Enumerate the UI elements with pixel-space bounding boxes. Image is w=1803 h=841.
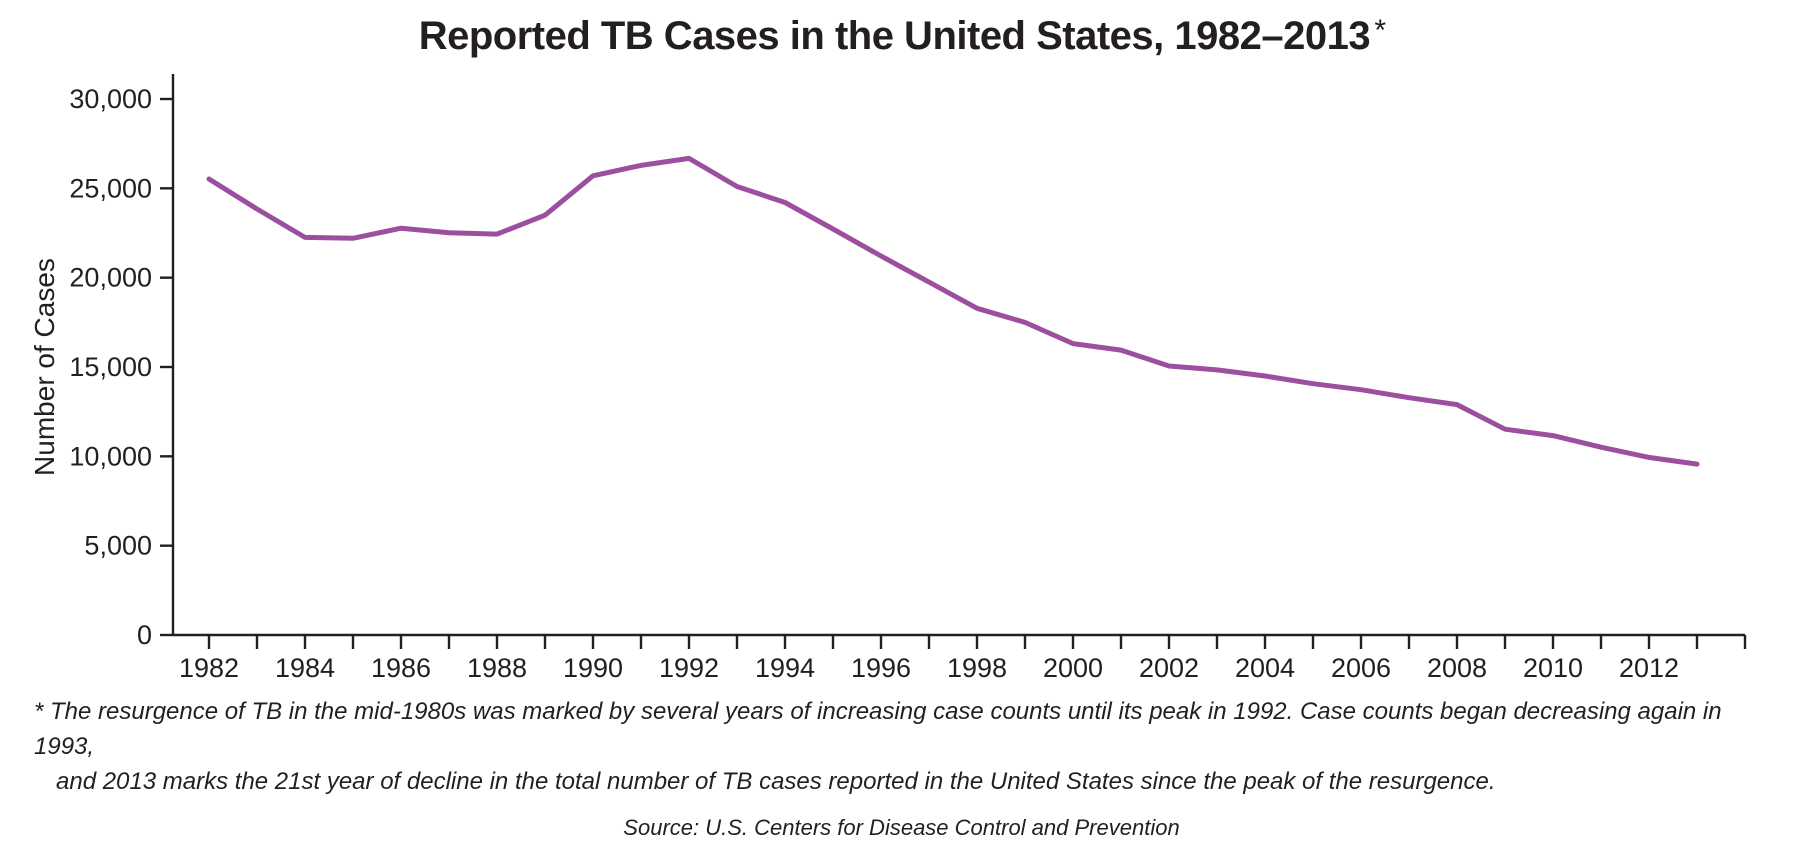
x-axis-tick-label: 2002	[1139, 653, 1199, 683]
y-axis-tick-label: 20,000	[69, 263, 152, 293]
y-axis-tick-label: 5,000	[84, 531, 152, 561]
x-axis-tick-label: 2012	[1619, 653, 1679, 683]
x-axis-tick-label: 1986	[371, 653, 431, 683]
x-axis-tick-label: 2006	[1331, 653, 1391, 683]
y-axis-tick-label: 0	[137, 620, 152, 650]
x-axis-tick-label: 2010	[1523, 653, 1583, 683]
chart-title-asterisk: *	[1373, 14, 1385, 47]
chart-area: 0 5,000 10,000 15,000 20,000 25,000 30,000 1982…	[0, 59, 1803, 689]
footnote-line-2: and 2013 marks the 21st year of decline …	[56, 767, 1496, 795]
x-axis-tick-label: 1996	[851, 653, 911, 683]
footnote: * The resurgence of TB in the mid-1980s …	[34, 695, 1773, 799]
x-axis-tick-label: 1988	[467, 653, 527, 683]
x-axis-tick-label: 2000	[1043, 653, 1103, 683]
y-axis-label: Number of Cases	[29, 258, 60, 476]
x-axis-tick-label: 1984	[275, 653, 335, 683]
tb-cases-line	[206, 155, 1700, 467]
x-axis-tick-label: 1998	[947, 653, 1007, 683]
x-axis-tick-label: 1994	[755, 653, 815, 683]
source-credit: Source: U.S. Centers for Disease Control…	[623, 815, 1180, 841]
y-axis-tick-label: 30,000	[69, 84, 152, 114]
x-axis-tick-label: 1982	[179, 653, 239, 683]
chart-title: Reported TB Cases in the United States, …	[0, 14, 1803, 59]
footnote-line-1: * The resurgence of TB in the mid-1980s …	[34, 698, 1722, 760]
y-axis-tick-label: 15,000	[69, 352, 152, 382]
tb-line-chart-svg: 0 5,000 10,000 15,000 20,000 25,000 30,000 1982…	[29, 74, 1747, 683]
x-axis-tick-label: 2008	[1427, 653, 1487, 683]
x-axis-tick-label: 2004	[1235, 653, 1295, 683]
x-axis-tick-label: 1990	[563, 653, 623, 683]
y-axis-tick-label: 10,000	[69, 441, 152, 471]
tb-report-figure: Reported TB Cases in the United States, …	[0, 14, 1803, 840]
x-axis-tick-label: 1992	[659, 653, 719, 683]
y-axis-tick-label: 25,000	[69, 173, 152, 203]
chart-title-text: Reported TB Cases in the United States, …	[418, 14, 1371, 58]
